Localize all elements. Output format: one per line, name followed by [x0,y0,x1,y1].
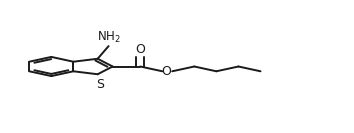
Text: O: O [162,65,171,78]
Text: S: S [97,78,104,91]
Text: O: O [135,43,145,56]
Text: NH$_2$: NH$_2$ [97,30,120,45]
